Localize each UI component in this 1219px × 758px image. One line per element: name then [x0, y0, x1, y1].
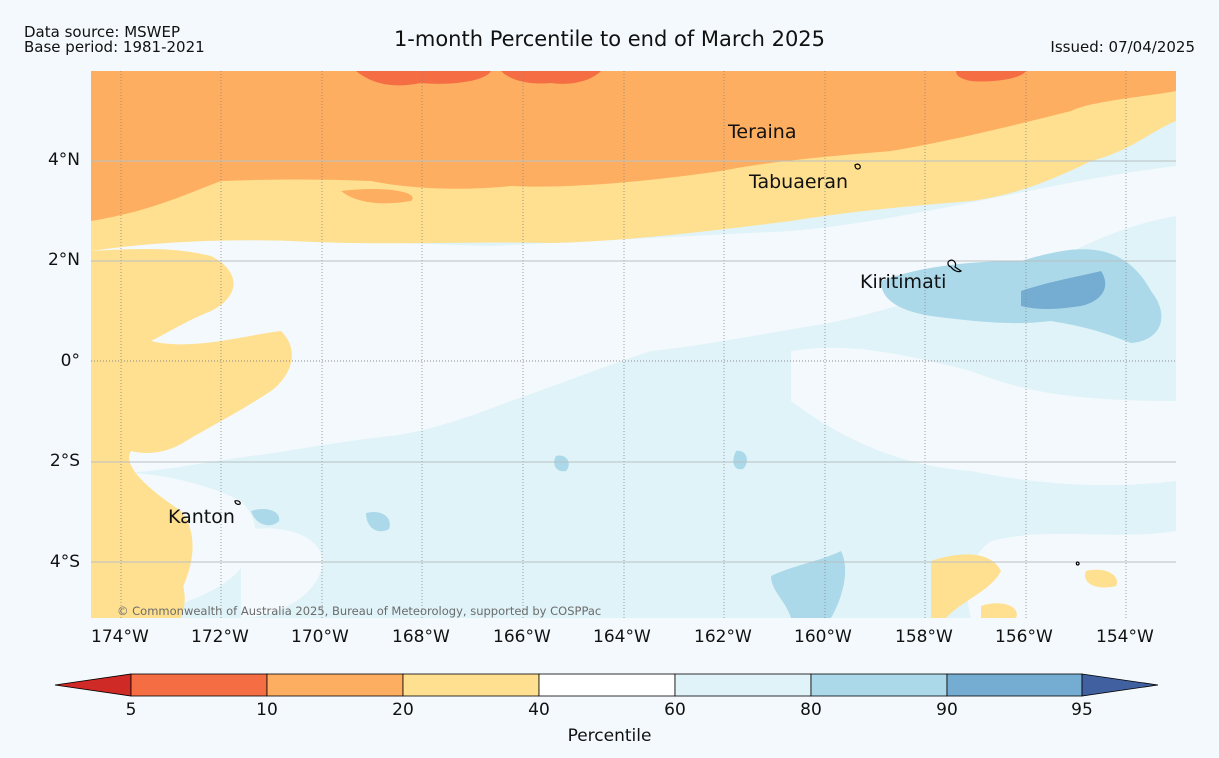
region-40-60-sw	[241, 528, 323, 618]
tabuaeran-island	[854, 163, 861, 170]
region-80-90-spot2	[554, 455, 569, 472]
island-outlines	[234, 163, 1080, 566]
base-period-text: Base period: 1981-2021	[24, 38, 205, 56]
kiritimati-island	[947, 259, 963, 273]
colorbar-tick-90: 90	[936, 700, 958, 720]
lon-label-164w: 164°W	[593, 627, 651, 647]
data-source-text: Data source: MSWEP	[24, 23, 181, 41]
lat-label-4s: 4°S	[49, 552, 80, 572]
region-40-60-east	[791, 347, 1176, 486]
lon-label-156w: 156°W	[995, 627, 1053, 647]
place-label-tabuaeran: Tabuaeran	[749, 171, 849, 193]
colorbar-tick-10: 10	[256, 700, 278, 720]
lon-label-154w: 154°W	[1096, 627, 1154, 647]
percentile-map	[91, 71, 1176, 618]
colorbar-20-40	[402, 673, 540, 697]
colorbar-tick-80: 80	[800, 700, 822, 720]
region-10-20	[91, 71, 1176, 221]
region-5-10-a	[356, 71, 491, 86]
region-20-40-se3	[981, 603, 1017, 618]
map-svg	[91, 71, 1176, 618]
region-80-90-spot1	[366, 511, 390, 532]
colorbar-60-80	[674, 673, 812, 697]
lat-label-2n: 2°N	[47, 250, 80, 270]
lon-label-174w: 174°W	[91, 627, 149, 647]
colorbar-90-95	[946, 673, 1083, 697]
lat-label-2s: 2°S	[49, 451, 80, 471]
lon-label-162w: 162°W	[694, 627, 752, 647]
region-40-60-north	[91, 166, 1176, 476]
colorbar-80-90	[810, 673, 948, 697]
lon-label-168w: 168°W	[392, 627, 450, 647]
region-40-60-central	[518, 267, 633, 356]
lat-label-0: 0°	[60, 351, 80, 371]
place-label-teraina: Teraina	[728, 121, 797, 143]
region-20-40-se2	[1085, 569, 1117, 588]
colorbar-below-5	[54, 673, 132, 697]
place-label-kiritimati: Kiritimati	[860, 271, 947, 293]
region-80-90-kanton	[251, 509, 280, 526]
region-80-90-south	[771, 551, 846, 618]
region-5-10-b	[501, 71, 601, 84]
region-80-90-spot3	[733, 450, 747, 470]
region-20-40-west	[91, 248, 292, 618]
lon-label-158w: 158°W	[895, 627, 953, 647]
colorbar-tick-5: 5	[125, 700, 137, 720]
region-90-95	[1021, 271, 1106, 310]
latitude-gridlines	[91, 160, 1176, 563]
region-40-60-se	[967, 531, 1176, 618]
colorbar-40-60	[538, 673, 676, 697]
lon-label-166w: 166°W	[493, 627, 551, 647]
region-10-20-spot	[341, 189, 413, 204]
lon-label-170w: 170°W	[291, 627, 349, 647]
colorbar-title: Percentile	[567, 726, 652, 746]
lon-label-172w: 172°W	[191, 627, 249, 647]
copyright-notice: © Commonwealth of Australia 2025, Bureau…	[117, 604, 602, 618]
lon-label-160w: 160°W	[794, 627, 852, 647]
small-island	[1075, 561, 1080, 566]
colorbar-above-95	[1081, 673, 1159, 697]
kanton-island	[234, 500, 241, 505]
colorbar-10-20	[266, 673, 404, 697]
place-label-kanton: Kanton	[168, 506, 235, 528]
lat-label-4n: 4°N	[47, 150, 80, 170]
colorbar-5-10	[130, 673, 268, 697]
chart-title: 1-month Percentile to end of March 2025	[393, 27, 826, 51]
colorbar-tick-95: 95	[1071, 700, 1093, 720]
colorbar-tick-60: 60	[664, 700, 686, 720]
colorbar-tick-40: 40	[528, 700, 550, 720]
longitude-gridlines	[120, 71, 1127, 618]
region-20-40-se1	[931, 554, 1001, 618]
region-5-10-c	[956, 71, 1026, 82]
issued-date-text: Issued: 07/04/2025	[1050, 38, 1195, 56]
colorbar-tick-20: 20	[392, 700, 414, 720]
